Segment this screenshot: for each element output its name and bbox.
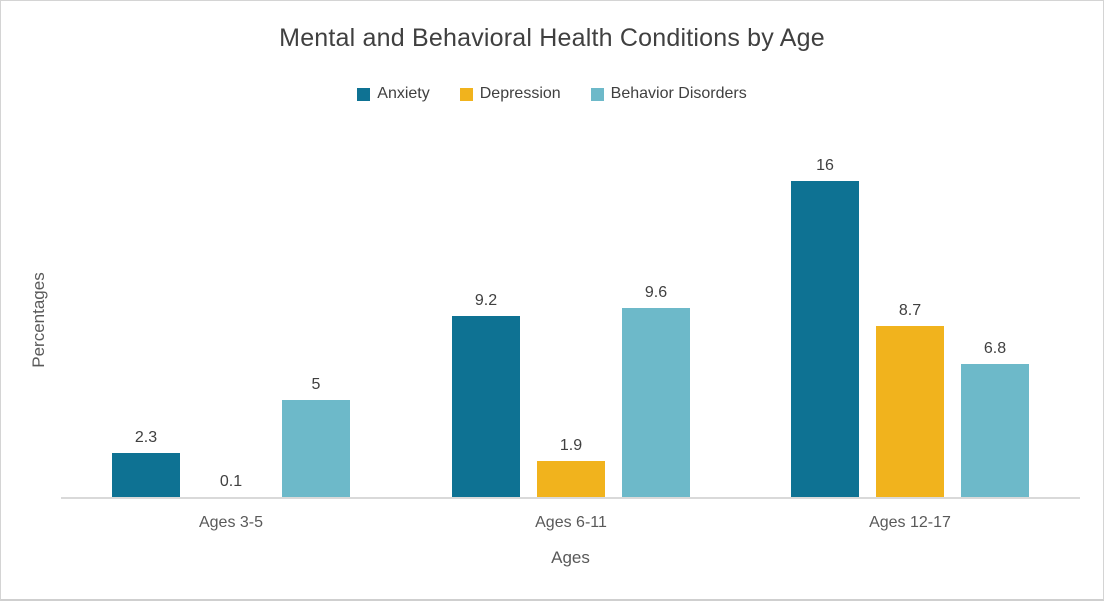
x-axis-line — [61, 497, 1080, 499]
bar-depression-ages-12-17 — [876, 326, 944, 499]
legend-item-anxiety: Anxiety — [357, 85, 430, 103]
y-axis-title-text: Percentages — [29, 272, 48, 368]
x-axis-category-label: Ages 3-5 — [198, 514, 264, 531]
legend-swatch-icon — [459, 87, 473, 101]
bar-depression-ages-6-11 — [537, 461, 605, 499]
x-axis-category-labels: Ages 3-5 Ages 6-11 Ages 12-17 — [61, 512, 1080, 534]
bar-value-label: 2.3 — [134, 429, 158, 446]
plot-area: 2.3 0.1 5 9.2 1.9 9.6 16 8.7 6.8 — [61, 141, 1080, 499]
chart-title: Mental and Behavioral Health Conditions … — [279, 24, 825, 52]
bar-anxiety-ages-3-5 — [112, 453, 180, 499]
legend-swatch-icon — [357, 87, 371, 101]
legend-label: Anxiety — [377, 85, 430, 102]
chart-legend: Anxiety Depression Behavior Disorders — [1, 85, 1103, 103]
bar-value-label: 16 — [816, 157, 834, 174]
legend-label: Behavior Disorders — [610, 85, 747, 102]
bar-behavior-disorders-ages-6-11 — [622, 308, 690, 499]
bar-value-label: 9.6 — [644, 284, 668, 301]
bar-value-label: 5 — [311, 376, 321, 393]
bar-anxiety-ages-6-11 — [452, 316, 520, 499]
legend-label: Depression — [479, 85, 561, 102]
legend-item-depression: Depression — [459, 85, 561, 103]
bar-behavior-disorders-ages-12-17 — [961, 364, 1029, 499]
bar-value-label: 9.2 — [474, 292, 498, 309]
bar-value-label: 6.8 — [983, 340, 1007, 357]
x-axis-category-label: Ages 6-11 — [535, 514, 607, 531]
bar-value-label: 0.1 — [219, 473, 243, 490]
bar-value-label: 8.7 — [898, 302, 922, 319]
x-axis-title: Ages — [551, 548, 590, 567]
legend-item-behavior-disorders: Behavior Disorders — [590, 85, 747, 103]
bar-anxiety-ages-12-17 — [791, 181, 859, 499]
bar-value-label: 1.9 — [559, 437, 583, 454]
x-axis-category-label: Ages 12-17 — [869, 514, 951, 531]
bar-behavior-disorders-ages-3-5 — [282, 400, 350, 499]
legend-swatch-icon — [590, 87, 604, 101]
